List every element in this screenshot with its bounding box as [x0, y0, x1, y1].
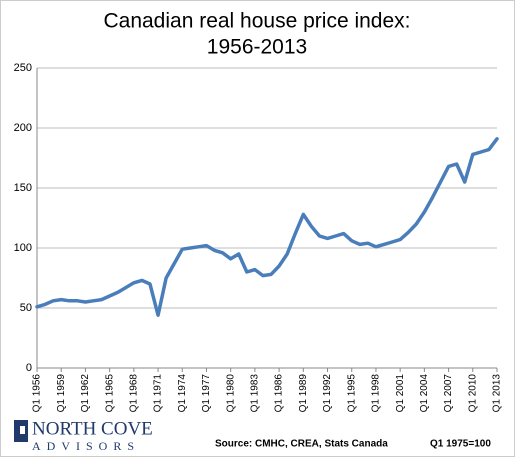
chart-title: Canadian real house price index: [103, 10, 410, 33]
y-tick-label: 200 [14, 122, 32, 134]
x-tick-label: Q1 1983 [250, 374, 261, 413]
logo: NORTH COVE ADVISORS [14, 418, 153, 453]
x-tick-label: Q1 2010 [467, 374, 478, 413]
data-line [35, 137, 499, 317]
x-tick-label: Q1 2013 [492, 374, 503, 413]
x-tick-label: Q1 2004 [419, 374, 430, 413]
x-tick-label: Q1 1992 [322, 374, 333, 413]
logo-text: ADVISORS [32, 439, 140, 453]
x-tick-label: Q1 1998 [371, 374, 382, 413]
source: Source: CMHC, CREA, Stats Canada [215, 439, 388, 450]
x-tick-label: Q1 1980 [225, 374, 236, 413]
x-tick-label: Q1 1962 [80, 374, 91, 413]
logo-mark [20, 426, 25, 434]
x-tick-label: Q1 1989 [298, 374, 309, 413]
x-tick-label: Q1 1968 [128, 374, 139, 413]
logo-text: NORTH COVE [32, 418, 153, 439]
x-tick-label: Q1 2001 [395, 374, 406, 413]
x-tick-label: Q1 1956 [32, 374, 43, 413]
x-tick-label: Q1 1974 [177, 374, 188, 413]
x-tick-label: Q1 1977 [201, 374, 212, 413]
x-tick-label: Q1 1995 [346, 374, 357, 413]
x-tick-label: Q1 2007 [443, 374, 454, 413]
x-tick-label: Q1 1986 [274, 374, 285, 413]
y-tick-label: 150 [14, 182, 32, 194]
x-tick-label: Q1 1965 [104, 374, 115, 413]
chart-title: 1956-2013 [207, 36, 307, 59]
y-tick-label: 0 [26, 362, 32, 374]
note: Q1 1975=100 [430, 439, 491, 450]
y-tick-label: 100 [14, 242, 32, 254]
x-tick-label: Q1 1959 [56, 374, 67, 413]
y-tick-label: 250 [14, 62, 32, 74]
x-tick-label: Q1 1971 [153, 374, 164, 413]
y-tick-label: 50 [20, 302, 32, 314]
